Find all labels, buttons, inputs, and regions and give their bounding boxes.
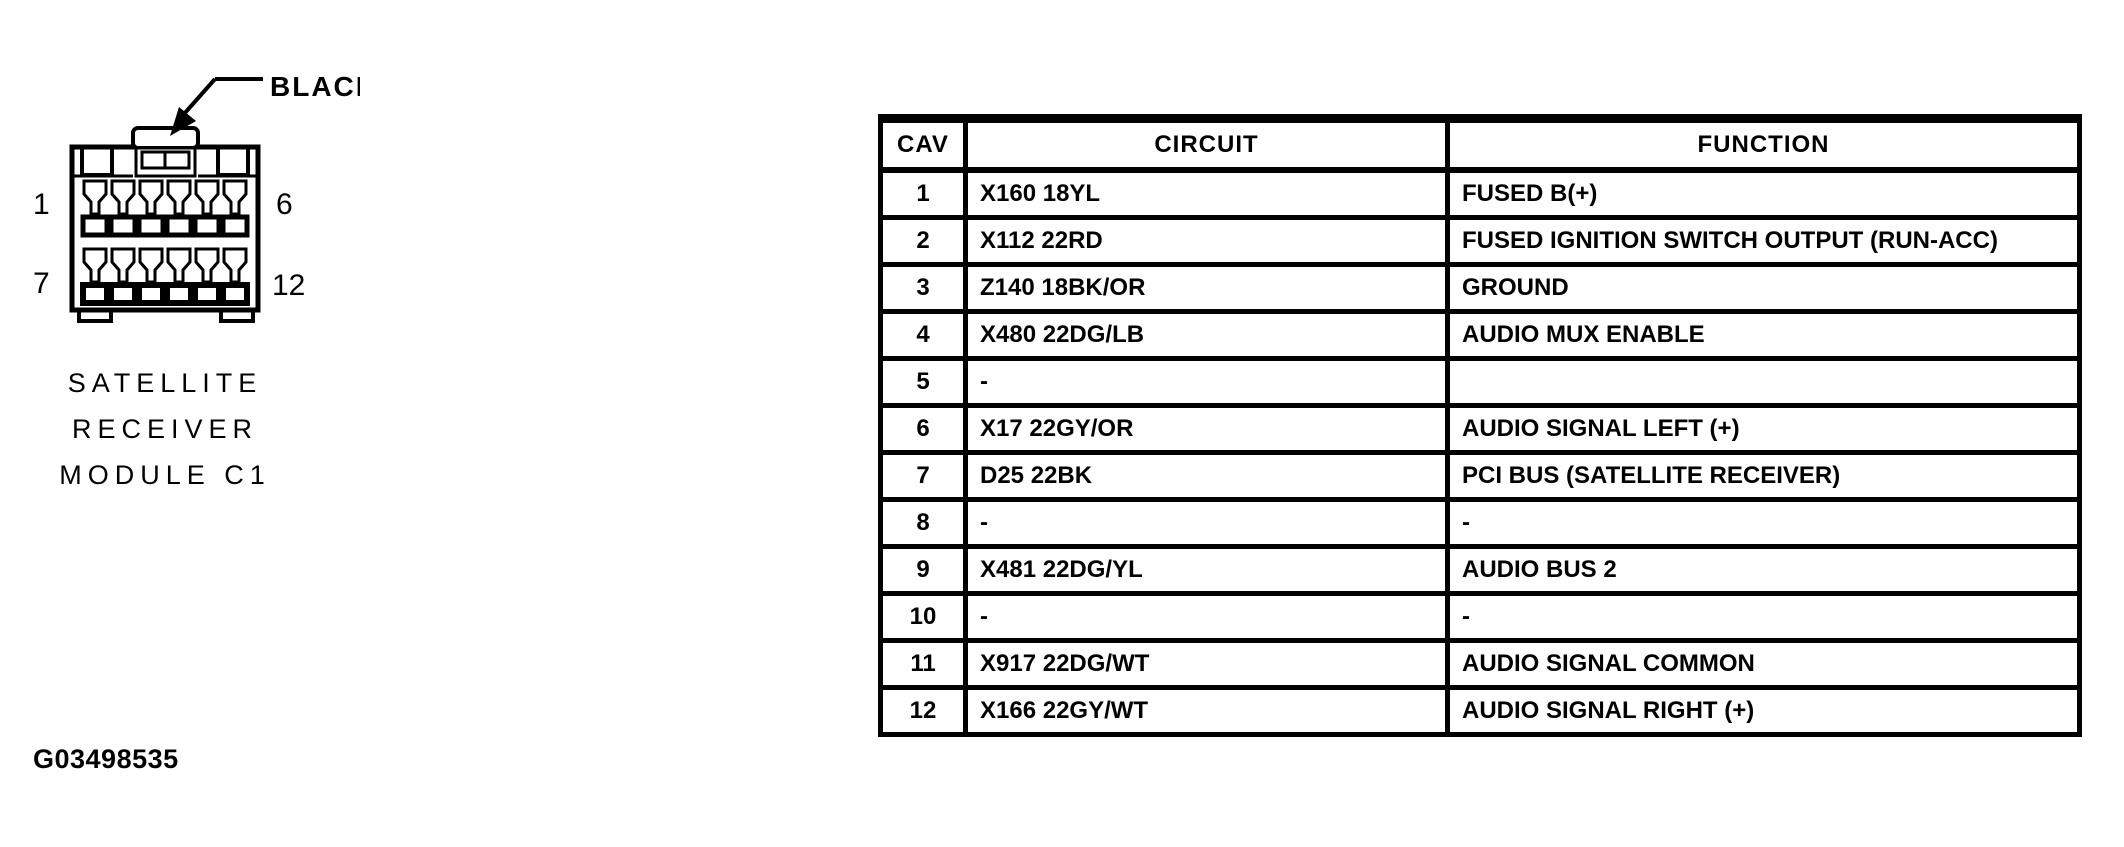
table-row: 10 - -: [878, 591, 2082, 643]
table-row: 7 D25 22BK PCI BUS (SATELLITE RECEIVER): [878, 450, 2082, 502]
connector-terminals-row2: [80, 247, 250, 306]
cell-circuit: D25 22BK: [963, 450, 1450, 502]
cell-circuit: X160 18YL: [963, 167, 1450, 220]
cell-cav: 8: [878, 497, 968, 549]
cell-function: [1445, 356, 2082, 408]
cell-function: FUSED B(+): [1445, 167, 2082, 220]
connector-terminals-row1: [80, 179, 250, 238]
cell-circuit: X481 22DG/YL: [963, 544, 1450, 596]
cell-function: FUSED IGNITION SWITCH OUTPUT (RUN-ACC): [1445, 215, 2082, 267]
connector-caption-line2: RECEIVER: [71, 414, 259, 444]
cell-function: -: [1445, 497, 2082, 549]
black-callout-arrow-icon: [170, 77, 263, 136]
cell-function: -: [1445, 591, 2082, 643]
table-row: 1 X160 18YL FUSED B(+): [878, 167, 2082, 220]
header-row: CAV CIRCUIT FUNCTION: [878, 114, 2082, 173]
cell-cav: 1: [878, 167, 968, 220]
cell-circuit: Z140 18BK/OR: [963, 262, 1450, 314]
table-row: 5 -: [878, 356, 2082, 408]
connector-caption-line3: MODULE C1: [59, 460, 271, 490]
pin-label-7: 7: [33, 267, 50, 300]
cell-cav: 9: [878, 544, 968, 596]
cell-circuit: X166 22GY/WT: [963, 685, 1450, 737]
header-function: FUNCTION: [1445, 114, 2082, 173]
cell-cav: 3: [878, 262, 968, 314]
connector-caption: SATELLITE RECEIVER MODULE C1: [40, 360, 290, 498]
connector-diagram: BLACK 1 6 7 12: [33, 71, 360, 323]
cell-function: AUDIO SIGNAL RIGHT (+): [1445, 685, 2082, 737]
cell-function: AUDIO SIGNAL LEFT (+): [1445, 403, 2082, 455]
header-circuit: CIRCUIT: [963, 114, 1450, 173]
connector-latch: [131, 126, 200, 178]
cell-cav: 2: [878, 215, 968, 267]
cell-circuit: -: [963, 591, 1450, 643]
cell-circuit: -: [963, 497, 1450, 549]
figure-id: G03498535: [33, 744, 179, 774]
pin-label-1: 1: [33, 188, 50, 221]
cell-function: GROUND: [1445, 262, 2082, 314]
table-row: 9 X481 22DG/YL AUDIO BUS 2: [878, 544, 2082, 596]
table-row: 6 X17 22GY/OR AUDIO SIGNAL LEFT (+): [878, 403, 2082, 455]
cell-cav: 7: [878, 450, 968, 502]
cell-function: AUDIO BUS 2: [1445, 544, 2082, 596]
table-row: 4 X480 22DG/LB AUDIO MUX ENABLE: [878, 309, 2082, 361]
cell-function: AUDIO SIGNAL COMMON: [1445, 638, 2082, 690]
connector-caption-line1: SATELLITE: [67, 368, 263, 398]
cell-cav: 5: [878, 356, 968, 408]
table-row: 2 X112 22RD FUSED IGNITION SWITCH OUTPUT…: [878, 215, 2082, 267]
cell-circuit: X480 22DG/LB: [963, 309, 1450, 361]
pinout-table: CAV CIRCUIT FUNCTION 1 X160 18YL FUSED B…: [878, 114, 2082, 737]
cell-function: PCI BUS (SATELLITE RECEIVER): [1445, 450, 2082, 502]
cell-circuit: X917 22DG/WT: [963, 638, 1450, 690]
connector-color-label: BLACK: [270, 71, 360, 102]
cell-cav: 12: [878, 685, 968, 737]
header-cav: CAV: [878, 114, 968, 173]
cell-circuit: X112 22RD: [963, 215, 1450, 267]
cell-cav: 10: [878, 591, 968, 643]
cell-cav: 11: [878, 638, 968, 690]
pin-label-12: 12: [272, 269, 305, 302]
table-row: 11 X917 22DG/WT AUDIO SIGNAL COMMON: [878, 638, 2082, 690]
cell-cav: 4: [878, 309, 968, 361]
table-row: 12 X166 22GY/WT AUDIO SIGNAL RIGHT (+): [878, 685, 2082, 737]
cell-circuit: X17 22GY/OR: [963, 403, 1450, 455]
cell-function: AUDIO MUX ENABLE: [1445, 309, 2082, 361]
pin-label-6: 6: [276, 188, 293, 221]
table-row: 3 Z140 18BK/OR GROUND: [878, 262, 2082, 314]
cell-cav: 6: [878, 403, 968, 455]
cell-circuit: -: [963, 356, 1450, 408]
table-row: 8 - -: [878, 497, 2082, 549]
